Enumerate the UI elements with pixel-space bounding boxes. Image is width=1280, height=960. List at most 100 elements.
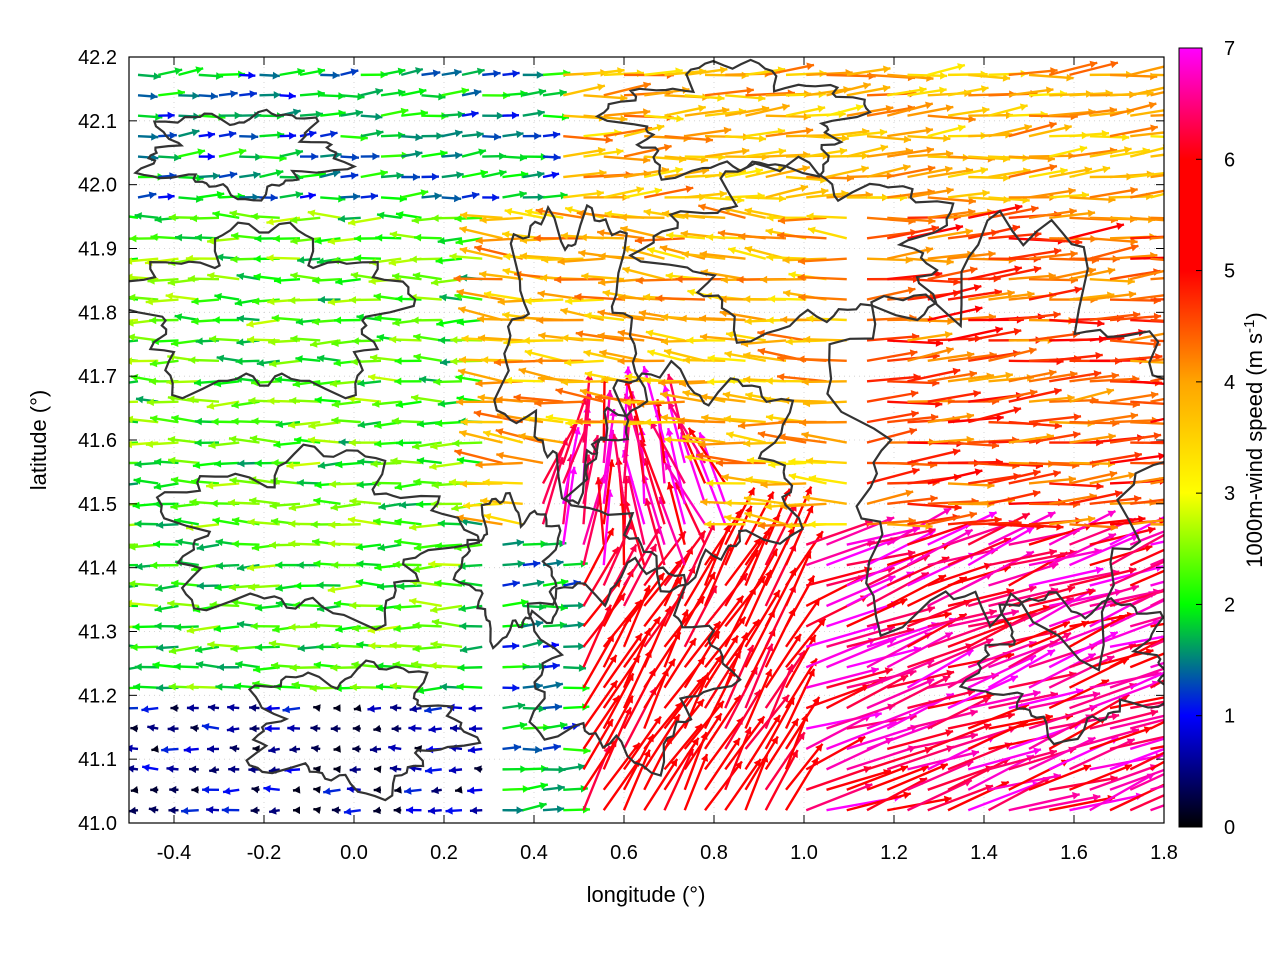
wind-vector-shaft (907, 152, 954, 158)
wind-vector-head (641, 366, 650, 374)
wind-vector-head (439, 683, 447, 691)
wind-vector-shaft (622, 267, 665, 281)
wind-vector-head (292, 108, 301, 117)
wind-vector-shaft (698, 316, 746, 322)
wind-vector-head (629, 544, 637, 553)
wind-vector-shaft (674, 481, 707, 546)
wind-vector-shaft (1008, 550, 1078, 567)
wind-vector-head (154, 215, 162, 224)
wind-vector-head (333, 745, 341, 753)
wind-vector-head (130, 724, 138, 733)
wind-vector-head (272, 71, 280, 80)
wind-vector-head (717, 94, 725, 102)
wind-vector-shaft (682, 358, 726, 363)
wind-vector-head (554, 275, 562, 284)
wind-vector-shaft (947, 210, 995, 220)
wind-vector-shaft (1150, 622, 1164, 628)
wind-vector-shaft (541, 456, 564, 525)
wind-vector-shaft (927, 548, 998, 567)
wind-vector-shaft (967, 512, 1031, 546)
wind-vector-shaft (582, 372, 592, 443)
wind-vector-head (289, 663, 297, 672)
wind-vector-shaft (724, 351, 766, 363)
wind-vector-head (308, 130, 317, 138)
wind-vector-shaft (1028, 237, 1083, 244)
wind-vector-head (841, 134, 849, 143)
wind-vector-head (512, 684, 520, 692)
wind-vector-head (352, 192, 361, 201)
wind-vector-head (267, 397, 275, 405)
wind-vector-head (764, 502, 772, 511)
wind-vector-shaft (1089, 377, 1140, 383)
wind-vector-head (744, 511, 753, 519)
wind-vector-head (946, 186, 954, 195)
wind-vector-head (1169, 516, 1176, 524)
wind-vector-head (312, 538, 320, 546)
wind-vector-head (1087, 209, 1096, 218)
wind-vector-shaft (846, 527, 921, 546)
wind-vector-head (189, 214, 198, 223)
wind-vector-shaft (583, 114, 628, 121)
wind-vector-head (459, 225, 468, 234)
wind-vector-head (291, 681, 299, 689)
wind-vector-head (174, 233, 183, 242)
wind-vector-head (525, 208, 533, 216)
wind-vector-shaft (802, 495, 847, 506)
wind-vector-head (207, 272, 215, 280)
wind-vector-head (408, 724, 416, 733)
wind-vector-head (1046, 649, 1055, 657)
wind-vector-shaft (683, 654, 723, 709)
wind-vector-head (623, 398, 631, 407)
terrain-contour (526, 556, 742, 777)
wind-vector-head (560, 603, 568, 612)
wind-vector-head (335, 625, 343, 633)
wind-vector-shaft (784, 550, 812, 607)
wind-vector-head (1153, 432, 1162, 440)
wind-vector-head (1150, 124, 1158, 133)
wind-vector-head (606, 528, 614, 537)
wind-vector-shaft (886, 763, 949, 791)
wind-vector-head (129, 440, 133, 449)
wind-vector-head (927, 165, 936, 173)
wind-vector-head (457, 110, 465, 119)
wind-vector-head (377, 543, 386, 552)
wind-vector-head (599, 349, 607, 357)
wind-vector-head (183, 745, 192, 754)
wind-vector-head (757, 521, 765, 530)
wind-vector-head (460, 418, 468, 426)
wind-vector-shaft (1129, 569, 1164, 587)
wind-vector-shaft (887, 147, 935, 158)
wind-vector-head (925, 522, 933, 531)
wind-vector-shaft (1150, 153, 1164, 158)
wind-vector-shaft (1049, 494, 1098, 506)
wind-vector-shaft (644, 186, 694, 199)
wind-vector-shaft (1150, 192, 1164, 199)
wind-vector-head (900, 765, 908, 773)
wind-vector-head (668, 401, 675, 410)
wind-vector-head (1025, 527, 1034, 535)
wind-vector-head (375, 233, 383, 242)
wind-vector-head (455, 785, 463, 794)
wind-vector-shaft (1049, 482, 1104, 488)
wind-vector-shaft (679, 431, 707, 505)
wind-vector-shaft (906, 648, 974, 689)
wind-vector-head (290, 334, 298, 343)
wind-vector-shaft (459, 247, 503, 260)
wind-vector-head (251, 417, 259, 426)
wind-vector-shaft (704, 595, 745, 648)
wind-vector-head (189, 498, 197, 507)
wind-vector-head (374, 439, 382, 448)
wind-vector-head (715, 459, 723, 467)
wind-vector-head (170, 704, 178, 712)
wind-vector-head (191, 297, 199, 306)
wind-vector-head (1213, 643, 1221, 650)
wind-vector-head (251, 785, 260, 794)
wind-vector-head (349, 497, 357, 506)
wind-vector-head (757, 716, 765, 725)
wind-vector-head (457, 663, 465, 672)
wind-vector-head (412, 442, 420, 450)
wind-vector-head (248, 71, 256, 80)
wind-vector-shaft (826, 703, 896, 730)
wind-vector-shaft (643, 530, 687, 587)
wind-vector-head (236, 272, 245, 281)
